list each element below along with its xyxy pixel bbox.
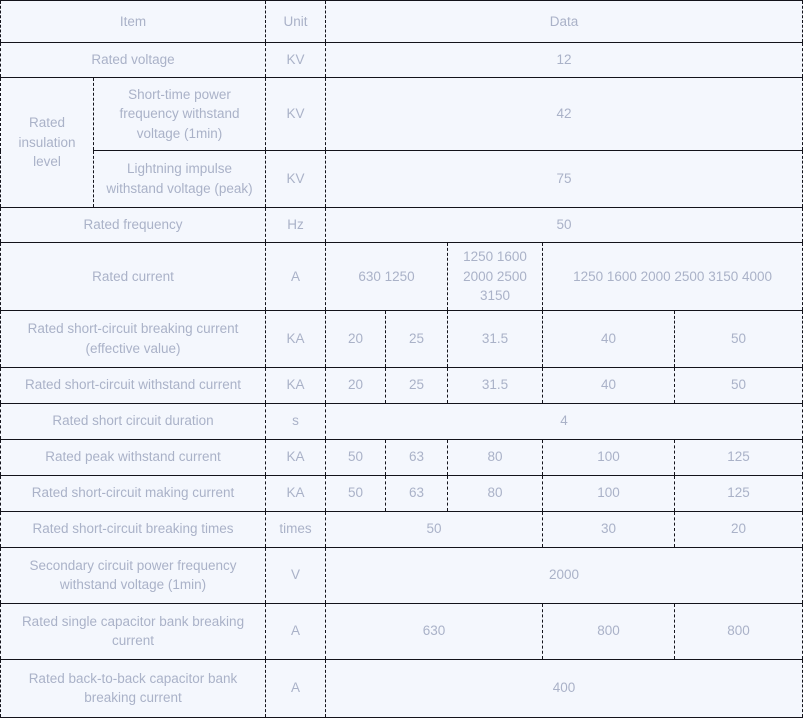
table-row: Rated short circuit duration s 4 [0,402,804,440]
row-unit: V [265,546,327,604]
row-value: 31.5 [447,366,544,404]
row-label: Rated short-circuit withstand current [0,366,267,404]
row-label: Rated short-circuit breaking times [0,510,267,548]
row-value: 800 [542,602,676,660]
row-value: 40 [542,309,676,368]
row-value: 80 [447,474,544,512]
table-row: Rated short-circuit making current KA 50… [0,474,804,512]
table-row: Rated frequency Hz 50 [0,207,804,243]
row-unit: KA [265,438,327,476]
row-value: 100 [542,438,676,476]
header-cell-item: Item [0,0,267,43]
row-label: Rated voltage [0,42,267,78]
row-value-merged: 2000 [325,546,804,604]
table-row: Rated short-circuit withstand current KA… [0,366,804,404]
row-group-label: Rated insulation level [0,77,94,208]
row-label: Lightning impulse withstand voltage (pea… [92,150,267,208]
row-value-merged: 12 [325,42,804,78]
table-row: Rated single capacitor bank breaking cur… [0,602,804,660]
row-unit: KA [265,366,327,404]
row-value-merged: 400 [325,658,804,718]
row-label: Rated short-circuit making current [0,474,267,512]
row-value: 100 [542,474,676,512]
row-label: Rated current [0,242,267,311]
row-label: Rated short circuit duration [0,402,267,440]
row-value: 50 [674,366,804,404]
row-value: 125 [674,474,804,512]
row-value: 80 [447,438,544,476]
row-unit: KV [265,42,327,78]
row-label: Secondary circuit power frequency withst… [0,546,267,604]
row-value: 20 [674,510,804,548]
header-cell-unit: Unit [265,0,327,43]
row-unit: KA [265,309,327,368]
row-value: 50 [325,510,544,548]
row-value: 20 [325,366,387,404]
row-unit: A [265,242,327,311]
row-unit: KV [265,150,327,208]
row-value: 50 [325,474,387,512]
table-row: Rated current A 630 1250 1250 1600 2000 … [0,242,804,311]
row-unit: A [265,658,327,718]
row-value: 20 [325,309,387,368]
row-value-merged: 50 [325,207,804,243]
table-row: Rated peak withstand current KA 50 63 80… [0,438,804,476]
table-row: Rated back-to-back capacitor bank breaki… [0,658,804,718]
row-value: 30 [542,510,676,548]
row-label: Rated back-to-back capacitor bank breaki… [0,658,267,718]
row-value: 1250 1600 2000 2500 3150 [447,242,544,311]
row-value: 630 [325,602,544,660]
row-value: 1250 1600 2000 2500 3150 4000 [542,242,804,311]
row-value: 800 [674,602,804,660]
table-row: Rated voltage KV 12 [0,42,804,78]
table-row: Rated short-circuit breaking times times… [0,510,804,548]
header-cell-data: Data [325,0,804,43]
table-header-row: Item Unit Data [0,0,804,43]
table-row: Lightning impulse withstand voltage (pea… [1,150,804,208]
row-value: 31.5 [447,309,544,368]
row-value-merged: 4 [325,402,804,440]
row-unit: times [265,510,327,548]
row-value: 63 [385,438,449,476]
row-value: 125 [674,438,804,476]
row-unit: s [265,402,327,440]
row-value-merged: 75 [325,150,804,208]
row-value: 25 [385,366,449,404]
row-value: 63 [385,474,449,512]
table-row: Rated insulation level Short-time power … [0,77,804,208]
row-unit: KA [265,474,327,512]
row-value: 25 [385,309,449,368]
row-label: Rated frequency [0,207,267,243]
row-unit: A [265,602,327,660]
row-value-merged: 42 [325,77,804,151]
table-row: Rated short-circuit breaking current (ef… [0,309,804,368]
row-label: Rated short-circuit breaking current (ef… [0,309,267,368]
row-value: 50 [325,438,387,476]
row-label: Rated single capacitor bank breaking cur… [0,602,267,660]
row-label: Rated peak withstand current [0,438,267,476]
table-row: Secondary circuit power frequency withst… [0,546,804,604]
row-unit: Hz [265,207,327,243]
row-value: 50 [674,309,804,368]
row-label: Short-time power frequency withstand vol… [92,77,267,151]
row-value: 630 1250 [325,242,449,311]
row-value: 40 [542,366,676,404]
row-unit: KV [265,77,327,151]
